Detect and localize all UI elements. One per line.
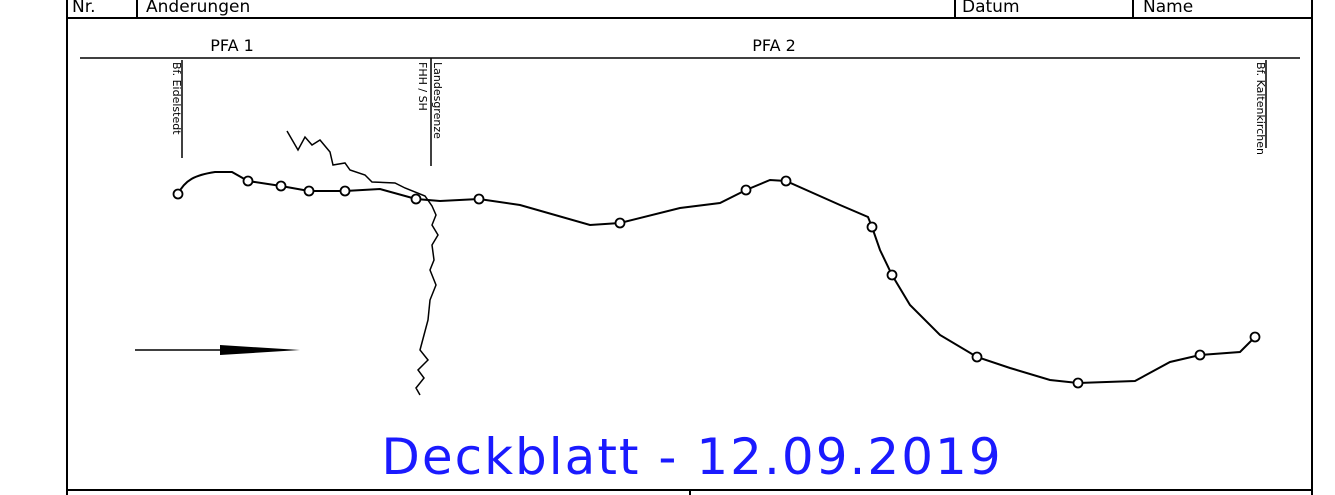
title: Deckblatt - 12.09.2019 [381,428,1002,486]
border-label: FHH / SH [416,62,429,111]
station-label: Bf. Kaltenkirchen [1254,62,1267,155]
station-label: Bf. Eidelstedt [170,62,183,135]
state-border [286,130,439,396]
frame [66,0,1313,495]
route-stops [172,175,1261,389]
section-label: PFA 1 [210,36,254,55]
header-changes: Änderungen [146,0,250,17]
direction-arrow [135,345,300,355]
border-label: Landesgrenze [431,62,444,139]
header-nr: Nr. [72,0,96,17]
route [177,171,1256,385]
header-name: Name [1143,0,1193,17]
section-label: PFA 2 [752,36,796,55]
header-date: Datum [962,0,1020,17]
